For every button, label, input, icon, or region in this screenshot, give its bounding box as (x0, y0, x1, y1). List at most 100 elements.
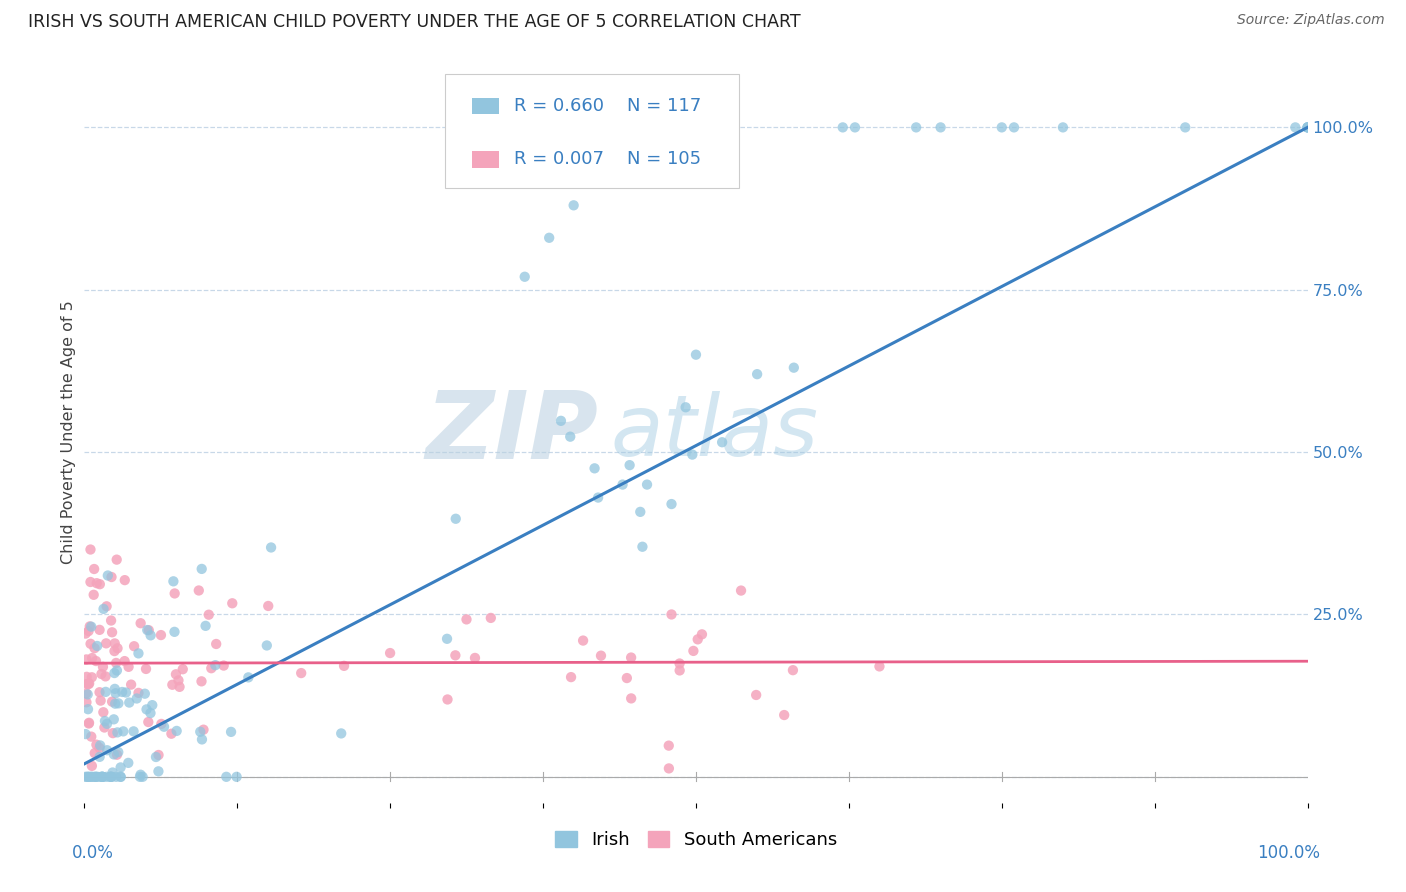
Point (661, 607, 683, 622)
Point (333, 658, 356, 673)
Point (118, 696, 141, 710)
Point (75, 686, 97, 700)
Point (456, 612, 478, 626)
Point (114, 654, 136, 668)
Point (105, 664, 128, 678)
Point (93, 602, 115, 616)
Point (110, 770, 132, 784)
Point (166, 723, 188, 738)
FancyBboxPatch shape (446, 73, 738, 188)
Point (79, 619, 101, 633)
Point (86, 576, 108, 591)
Point (658, 761, 681, 775)
Point (93, 721, 115, 735)
Point (91, 770, 114, 784)
Point (114, 573, 136, 587)
Point (139, 706, 162, 720)
Point (162, 574, 184, 589)
Point (111, 685, 134, 699)
Point (76, 770, 98, 784)
Point (260, 541, 283, 555)
Point (75, 695, 97, 709)
Point (86, 738, 108, 752)
Point (96, 599, 118, 614)
Point (122, 724, 145, 739)
Point (80, 770, 103, 784)
Point (190, 562, 212, 576)
Point (100, 770, 122, 784)
Point (172, 662, 194, 676)
Point (831, 120, 853, 135)
Point (103, 666, 125, 681)
Point (135, 702, 157, 716)
Point (83, 588, 105, 602)
Point (844, 120, 866, 135)
Point (101, 726, 124, 740)
Point (80, 620, 103, 634)
Point (219, 724, 242, 739)
Point (668, 657, 690, 671)
FancyBboxPatch shape (472, 152, 499, 168)
Text: 0.0%: 0.0% (72, 844, 114, 862)
Point (91, 660, 114, 674)
Point (905, 120, 928, 135)
Point (103, 747, 125, 762)
Point (560, 670, 582, 684)
Point (1296, 120, 1319, 135)
Point (682, 644, 704, 658)
Point (76, 687, 98, 701)
Point (76, 670, 98, 684)
Point (550, 414, 572, 428)
Point (225, 770, 247, 784)
Point (628, 505, 651, 519)
Point (138, 623, 160, 637)
Point (76, 677, 98, 691)
Point (117, 660, 139, 674)
Point (131, 770, 153, 784)
Text: Source: ZipAtlas.com: Source: ZipAtlas.com (1237, 13, 1385, 28)
Point (100, 770, 122, 784)
Text: R = 0.660    N = 117: R = 0.660 N = 117 (513, 97, 702, 115)
Point (139, 628, 162, 642)
Point (134, 687, 156, 701)
Point (86, 770, 108, 784)
Point (188, 724, 211, 739)
Point (612, 477, 634, 491)
Point (103, 644, 125, 658)
Point (668, 664, 690, 678)
Point (80, 651, 103, 665)
Point (773, 708, 796, 723)
Point (94, 669, 117, 683)
Point (620, 691, 643, 706)
Point (150, 717, 173, 731)
Y-axis label: Child Poverty Under the Age of 5: Child Poverty Under the Age of 5 (60, 301, 76, 565)
Point (77, 624, 100, 638)
Point (103, 712, 125, 726)
Point (141, 698, 163, 713)
Point (589, 648, 612, 663)
Point (75, 770, 97, 784)
Point (96, 770, 118, 784)
Point (782, 663, 804, 677)
Text: R = 0.007    N = 105: R = 0.007 N = 105 (513, 151, 700, 169)
Point (104, 681, 127, 696)
Point (100, 770, 122, 784)
Point (197, 607, 219, 622)
Point (1296, 120, 1319, 135)
Point (89, 577, 111, 591)
Text: ZIP: ZIP (425, 386, 598, 479)
Point (84, 654, 107, 668)
Point (77, 770, 100, 784)
Point (194, 619, 217, 633)
Point (256, 639, 278, 653)
Point (212, 658, 235, 673)
Point (77, 677, 100, 691)
Point (100, 770, 122, 784)
Point (89, 685, 111, 699)
Point (77, 676, 100, 690)
Point (105, 747, 128, 762)
Text: atlas: atlas (610, 391, 818, 475)
Legend: Irish, South Americans: Irish, South Americans (548, 824, 844, 856)
Point (148, 764, 170, 779)
Point (745, 688, 768, 702)
